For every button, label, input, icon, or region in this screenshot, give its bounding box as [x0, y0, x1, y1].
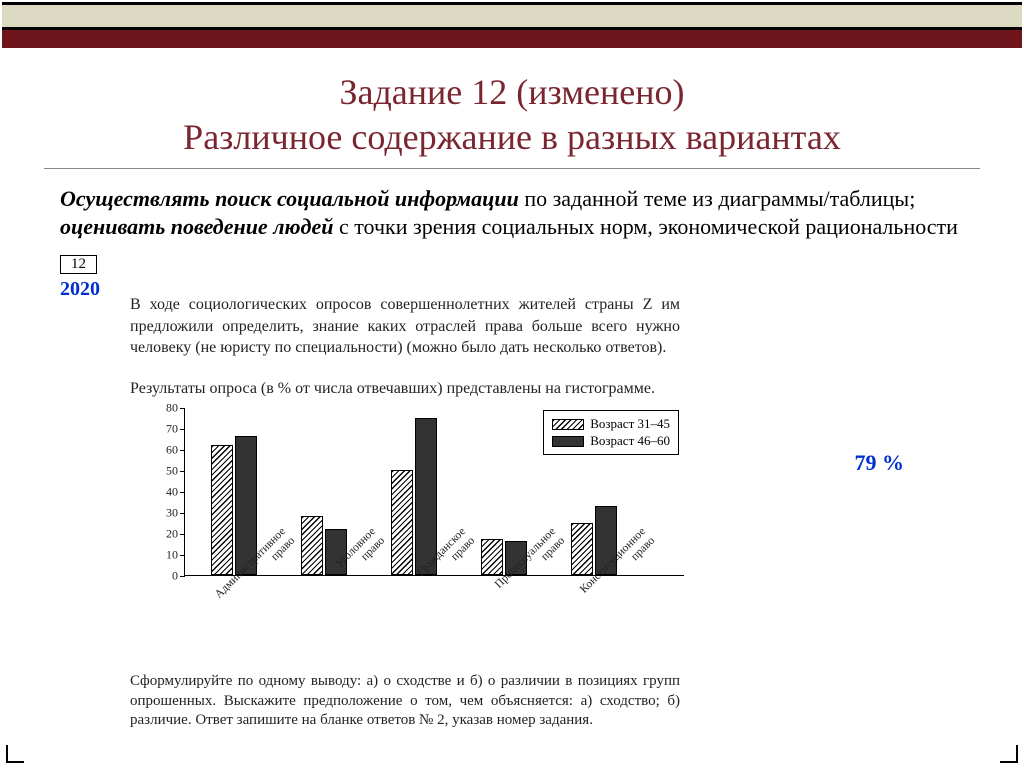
chart-container: 01020304050607080 Возраст 31–45 Возраст … — [150, 408, 710, 668]
y-tick — [180, 555, 185, 556]
bar-hatched — [391, 470, 413, 575]
legend-label-1: Возраст 46–60 — [590, 433, 670, 449]
y-tick — [180, 513, 185, 514]
slide-title: Задание 12 (изменено) Различное содержан… — [0, 48, 1024, 168]
y-tick-label: 80 — [166, 401, 178, 416]
y-tick — [180, 471, 185, 472]
chart-plot-area: Возраст 31–45 Возраст 46–60 Администрати… — [184, 408, 684, 576]
corner-decor-bl — [6, 745, 24, 763]
y-tick-label: 10 — [166, 548, 178, 563]
bar-hatched — [301, 516, 323, 575]
task-number: 12 — [71, 256, 86, 272]
desc-seg1: Осуществлять поиск социальной информации — [60, 186, 519, 211]
corner-decor-br — [1000, 745, 1018, 763]
y-tick-label: 20 — [166, 527, 178, 542]
result-intro-text: Результаты опроса (в % от числа отвечавш… — [130, 380, 680, 398]
y-tick — [180, 408, 185, 409]
y-tick-label: 40 — [166, 485, 178, 500]
y-tick-label: 0 — [172, 569, 178, 584]
bar-hatched — [571, 523, 593, 576]
y-tick-label: 60 — [166, 443, 178, 458]
legend-swatch-hatched — [552, 419, 584, 430]
frame-red-bar — [2, 30, 1022, 48]
desc-seg4: с точки зрения социальных норм, экономич… — [333, 214, 957, 239]
title-line1: Задание 12 (изменено) — [339, 72, 684, 112]
y-tick-label: 50 — [166, 464, 178, 479]
y-tick — [180, 576, 185, 577]
legend-label-0: Возраст 31–45 — [590, 416, 670, 432]
title-line2: Различное содержание в разных вариантах — [183, 117, 841, 157]
title-underline — [44, 168, 980, 169]
bar-hatched — [481, 539, 503, 575]
desc-seg3: оценивать поведение людей — [60, 214, 333, 239]
bar-hatched — [211, 445, 233, 575]
y-tick — [180, 534, 185, 535]
legend-swatch-solid — [552, 436, 584, 447]
y-tick-label: 70 — [166, 422, 178, 437]
y-tick — [180, 429, 185, 430]
desc-seg2: по заданной теме из диаграммы/таблицы; — [519, 186, 916, 211]
y-tick — [180, 492, 185, 493]
task-instructions: Сформулируйте по одному выводу: а) о схо… — [130, 672, 680, 731]
legend-row: Возраст 31–45 — [552, 416, 670, 432]
chart-y-axis: 01020304050607080 — [150, 408, 184, 576]
frame-top-strip — [2, 2, 1022, 30]
legend-row: Возраст 46–60 — [552, 433, 670, 449]
task-prompt-text: В ходе социологических опросов совершенн… — [130, 294, 680, 359]
percent-value: 79 % — [855, 450, 905, 476]
chart-legend: Возраст 31–45 Возраст 46–60 — [543, 410, 679, 455]
y-tick — [180, 450, 185, 451]
y-tick-label: 30 — [166, 506, 178, 521]
description-block: Осуществлять поиск социальной информации… — [0, 179, 1024, 247]
task-number-box: 12 — [60, 255, 97, 274]
